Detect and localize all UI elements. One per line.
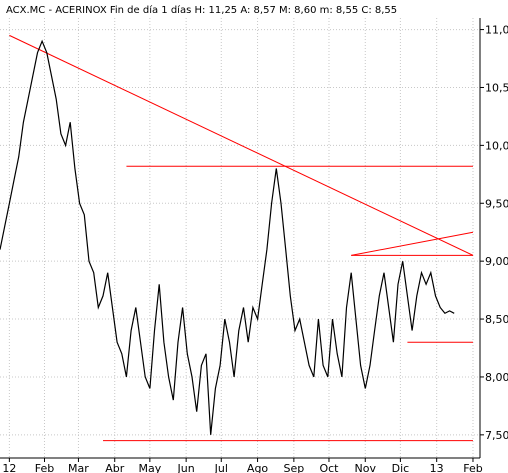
x-tick-label: Feb [463, 462, 482, 473]
x-tick-label: May [138, 462, 161, 473]
x-tick-label: Nov [355, 462, 377, 473]
x-tick-label: 12 [2, 462, 16, 473]
trend-lines [9, 34, 474, 442]
y-tick-label: 8,00 [485, 371, 508, 384]
x-tick-label: Ago [247, 462, 269, 473]
y-tick-label: 9,50 [485, 197, 508, 210]
y-tick-label: 9,00 [485, 255, 508, 268]
x-tick-label: Sep [283, 462, 304, 473]
x-tick-label: Jun [177, 462, 195, 473]
y-axis-ticks: 7,50 8,00 8,50 9,00 9,50 10,0 10,5 11,0 [480, 24, 508, 442]
trend-line [9, 34, 474, 256]
grid [0, 18, 480, 458]
x-tick-label: Oct [319, 462, 339, 473]
chart-title: ACX.MC - ACERINOX Fin de día 1 días H: 1… [6, 4, 397, 16]
y-tick-label: 11,0 [485, 24, 508, 37]
y-tick-label: 7,50 [485, 429, 508, 442]
y-tick-label: 10,5 [485, 81, 508, 94]
x-tick-label: 13 [430, 462, 444, 473]
x-tick-label: Jul [214, 462, 228, 473]
x-tick-label: Feb [35, 462, 54, 473]
y-tick-label: 8,50 [485, 313, 508, 326]
x-tick-label: Dic [392, 462, 410, 473]
price-series-line [0, 39, 455, 435]
x-tick-label: Mar [68, 462, 89, 473]
x-tick-label: Abr [105, 462, 125, 473]
x-axis-ticks: 12 Feb Mar Abr May Jun Jul Ago Sep Oct Nov Dic 13 Feb [2, 458, 483, 473]
trend-line [351, 231, 474, 256]
y-tick-label: 10,0 [485, 139, 508, 152]
